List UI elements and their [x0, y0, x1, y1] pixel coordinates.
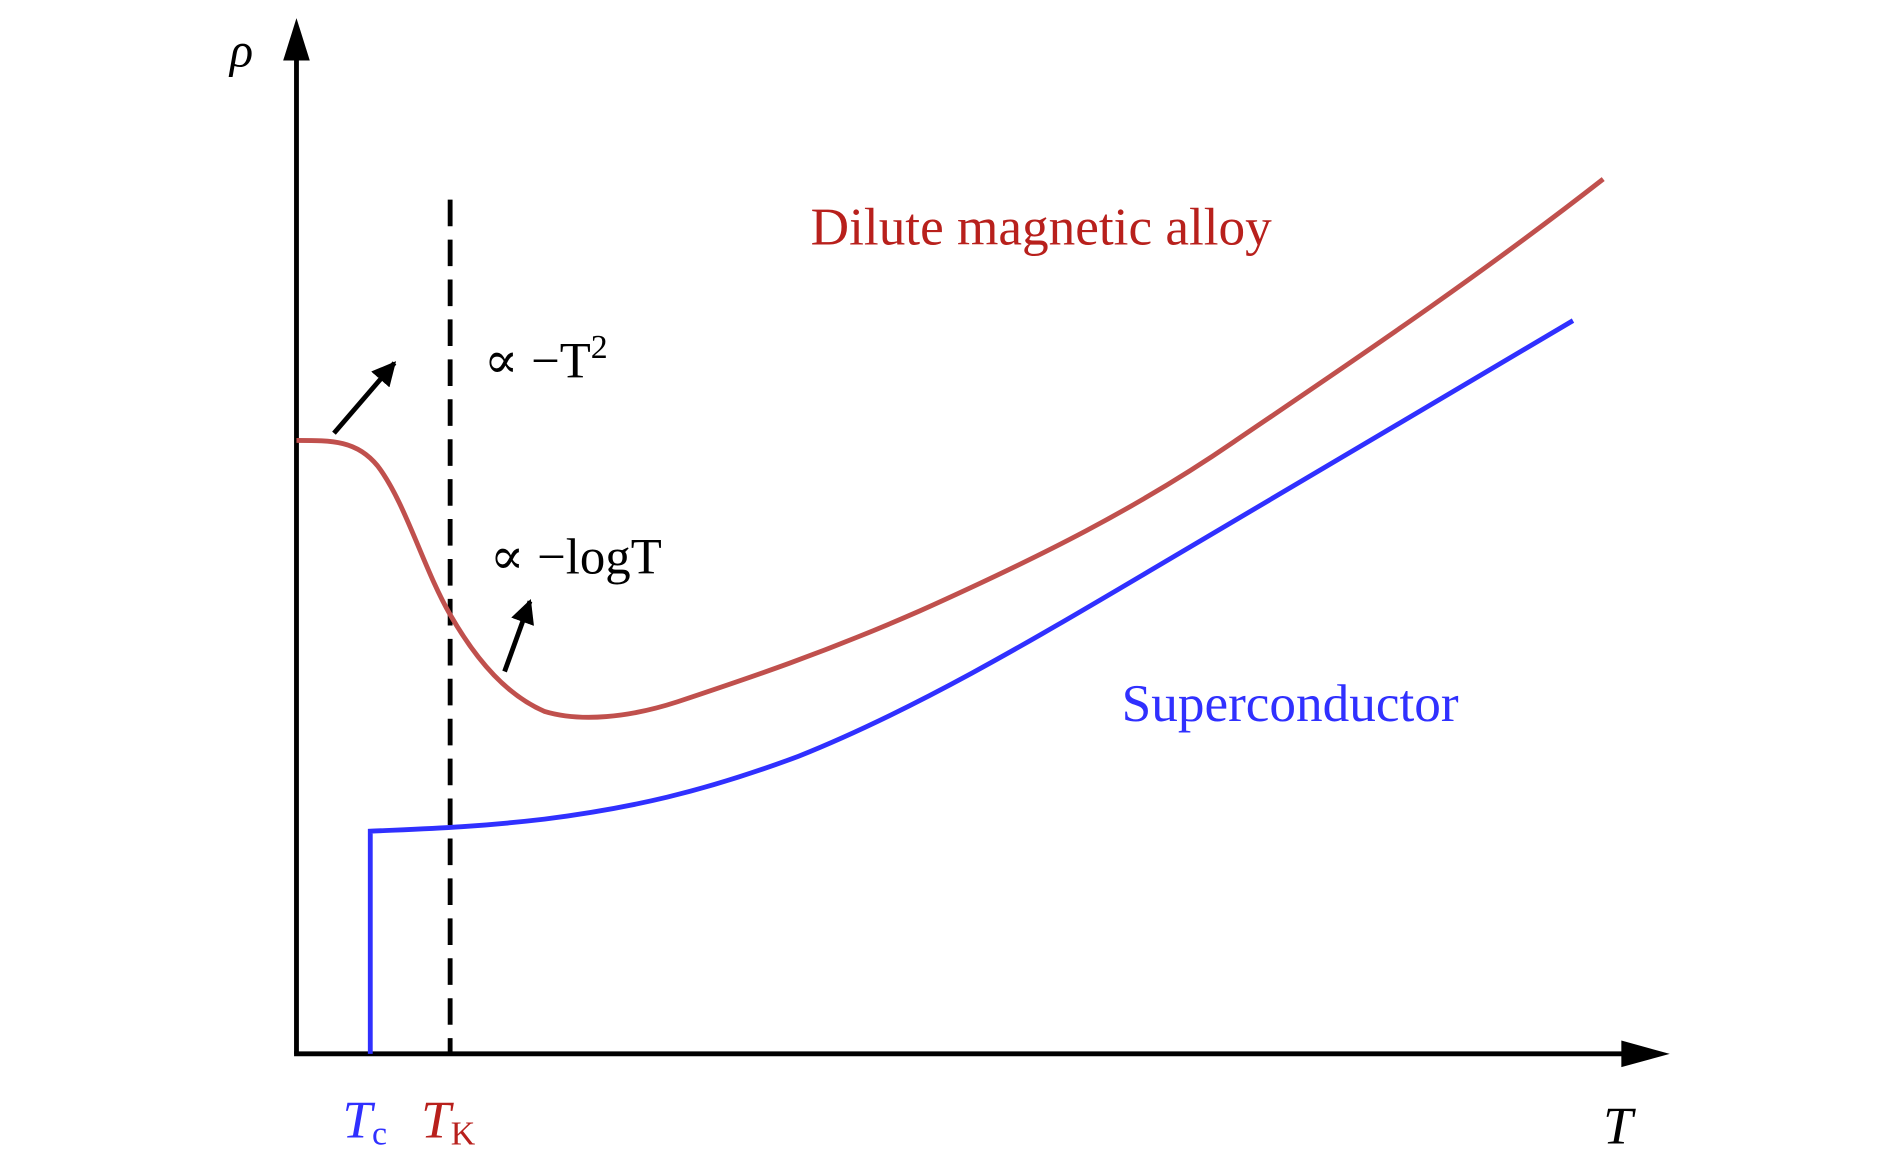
alloy-label: Dilute magnetic alloy: [811, 197, 1272, 256]
y-arrowhead: [283, 18, 310, 61]
power-annotation: ∝ −T2: [484, 329, 608, 388]
annotation-text: ∝ −T: [484, 332, 591, 388]
tk-main: T: [421, 1090, 454, 1149]
annotation-sup: 2: [591, 329, 608, 366]
tc-label: Tc: [342, 1090, 387, 1152]
tk-label: TK: [421, 1090, 476, 1152]
tk-sub: K: [451, 1116, 476, 1153]
alloy-curve: [296, 177, 1605, 720]
y-axis-label: ρ: [228, 25, 253, 78]
log-annotation: ∝ −logT: [490, 529, 662, 585]
superconductor-curve: [367, 318, 1575, 1054]
x-arrowhead: [1621, 1040, 1670, 1068]
x-axis-label: T: [1603, 1096, 1636, 1155]
superconductor-label: Superconductor: [1122, 674, 1459, 733]
tc-sub: c: [372, 1116, 387, 1153]
arrow: [332, 361, 397, 435]
tc-main: T: [342, 1090, 375, 1149]
arrow: [502, 599, 534, 673]
